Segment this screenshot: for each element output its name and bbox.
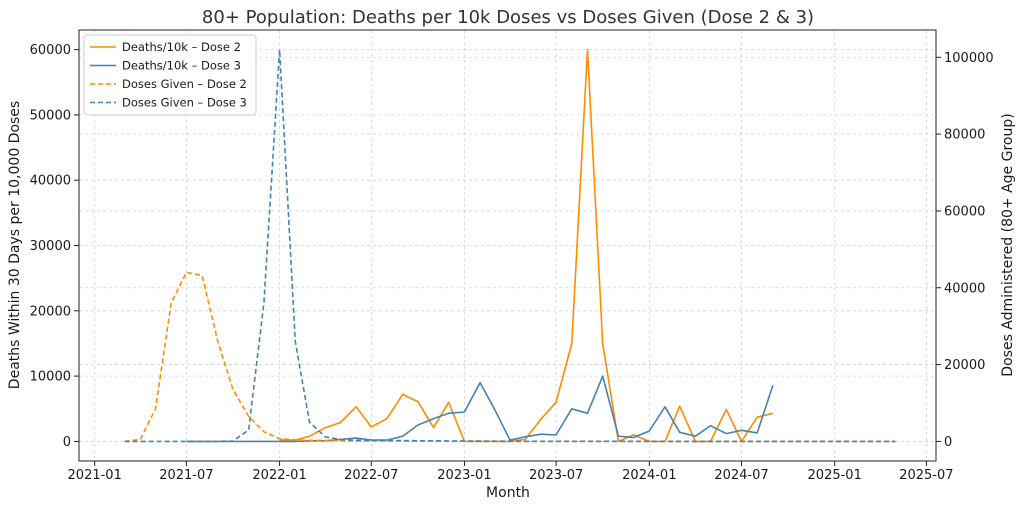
x-tick-label: 2023-07	[529, 468, 583, 483]
x-tick-label: 2023-01	[437, 468, 491, 483]
y-axis-right-label: Doses Administered (80+ Age Group)	[1000, 113, 1016, 376]
x-tick-label: 2022-07	[344, 468, 398, 483]
y-left-tick-label: 0	[63, 435, 71, 450]
y-left-tick-label: 50000	[30, 108, 71, 123]
x-axis: 2021-01 2021-07 2022-01 2022-07 2023-01 2023-…	[68, 461, 954, 483]
y-right-tick-label: 20000	[944, 358, 985, 373]
y-axis-right: 0 20000 40000 60000 80000 100000	[936, 51, 994, 450]
chart-title: 80+ Population: Deaths per 10k Doses vs …	[202, 7, 814, 28]
series-line-deaths-10k-dose-2	[279, 48, 774, 443]
y-right-tick-label: 100000	[944, 51, 994, 66]
x-axis-label: Month	[486, 485, 530, 501]
series-group	[124, 48, 896, 443]
x-tick-label: 2024-07	[714, 468, 768, 483]
y-left-tick-label: 40000	[30, 174, 71, 189]
legend-box	[83, 34, 257, 116]
x-tick-label: 2022-01	[252, 468, 306, 483]
x-tick-label: 2025-01	[808, 468, 862, 483]
y-right-tick-label: 60000	[944, 204, 985, 219]
y-axis-left: 0 10000 20000 30000 40000 50000 60000	[30, 43, 79, 450]
legend-label: Deaths/10k – Dose 2	[122, 40, 241, 54]
series-line-doses-given-dose-3	[124, 48, 896, 443]
legend: Deaths/10k – Dose 2 Deaths/10k – Dose 3 Do…	[83, 34, 257, 116]
y-right-tick-label: 80000	[944, 128, 985, 143]
legend-label: Doses Given – Dose 2	[122, 77, 247, 91]
y-left-tick-label: 30000	[30, 239, 71, 254]
x-tick-label: 2025-07	[899, 468, 953, 483]
y-left-tick-label: 60000	[30, 43, 71, 58]
y-right-tick-label: 0	[944, 435, 952, 450]
y-right-tick-label: 40000	[944, 281, 985, 296]
series-line-deaths-10k-dose-3	[186, 375, 774, 443]
x-tick-label: 2021-07	[159, 468, 213, 483]
y-left-tick-label: 10000	[30, 370, 71, 385]
legend-label: Deaths/10k – Dose 3	[122, 59, 241, 73]
series-line-doses-given-dose-2	[124, 271, 896, 443]
y-axis-left-label: Deaths Within 30 Days per 10,000 Doses	[7, 101, 23, 389]
x-tick-label: 2024-01	[622, 468, 676, 483]
legend-label: Doses Given – Dose 3	[122, 96, 247, 110]
y-left-tick-label: 20000	[30, 304, 71, 319]
x-tick-label: 2021-01	[68, 468, 122, 483]
